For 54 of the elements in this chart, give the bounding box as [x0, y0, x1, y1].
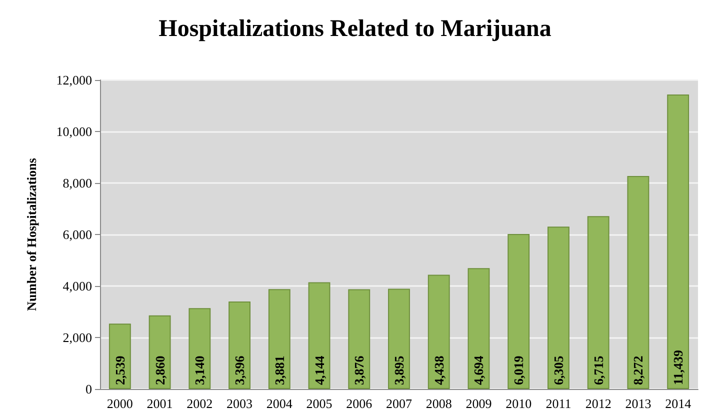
y-tick-label: 4,000	[62, 278, 92, 294]
bar	[508, 234, 530, 389]
data-label: 6,305	[550, 355, 566, 385]
data-label: 3,876	[352, 355, 367, 385]
data-label: 11,439	[670, 349, 686, 385]
x-tick-label: 2012	[585, 396, 612, 411]
y-tick-label: 10,000	[56, 124, 92, 139]
bar	[428, 274, 450, 389]
data-label: 4,144	[312, 355, 327, 385]
bar	[468, 268, 490, 389]
y-axis-title: Number of Hospitalizations	[24, 158, 39, 311]
x-tick-label: 2011	[546, 396, 572, 411]
x-tick-label: 2001	[146, 396, 173, 411]
bar	[667, 94, 690, 389]
x-tick-label: 2008	[426, 396, 452, 411]
y-tick-label: 2,000	[62, 330, 92, 345]
x-tick-label: 2009	[466, 396, 492, 411]
bar	[348, 289, 370, 389]
data-label: 8,272	[630, 356, 646, 385]
x-tick-label: 2003	[226, 396, 253, 411]
data-label: 2,860	[152, 356, 168, 385]
x-tick-label: 2006	[346, 396, 373, 411]
x-tick-label: 2007	[386, 396, 412, 411]
y-tick-label: 8,000	[62, 176, 92, 190]
bar	[188, 308, 211, 389]
bar	[228, 302, 250, 389]
data-label: 3,881	[272, 356, 287, 385]
bar	[548, 226, 570, 389]
bar	[388, 288, 410, 389]
bar	[268, 289, 290, 389]
y-tick-label: 0	[86, 382, 92, 396]
x-tick-label: 2000	[106, 396, 133, 411]
data-label: 3,895	[392, 355, 406, 385]
x-tick-label: 2014	[665, 396, 692, 411]
bar	[627, 176, 650, 389]
data-label: 6,019	[511, 355, 526, 385]
bar	[108, 324, 131, 389]
x-tick-label: 2005	[306, 396, 332, 411]
x-tick-label: 2004	[266, 396, 293, 411]
chart-title: Hospitalizations Related to Marijuana	[158, 16, 552, 42]
data-label: 2,539	[112, 355, 128, 385]
x-tick-label: 2010	[506, 396, 532, 411]
x-tick-label: 2013	[625, 396, 652, 411]
data-label: 4,694	[471, 355, 486, 385]
bar	[587, 216, 610, 389]
data-label: 3,140	[192, 356, 208, 385]
data-label: 6,715	[590, 355, 606, 385]
bar	[148, 315, 171, 389]
data-label: 4,438	[431, 355, 446, 385]
y-tick-label: 12,000	[56, 72, 92, 88]
y-tick-label: 6,000	[62, 227, 92, 242]
data-label: 3,396	[232, 355, 248, 385]
x-tick-label: 2002	[186, 396, 213, 411]
bar	[308, 282, 330, 389]
